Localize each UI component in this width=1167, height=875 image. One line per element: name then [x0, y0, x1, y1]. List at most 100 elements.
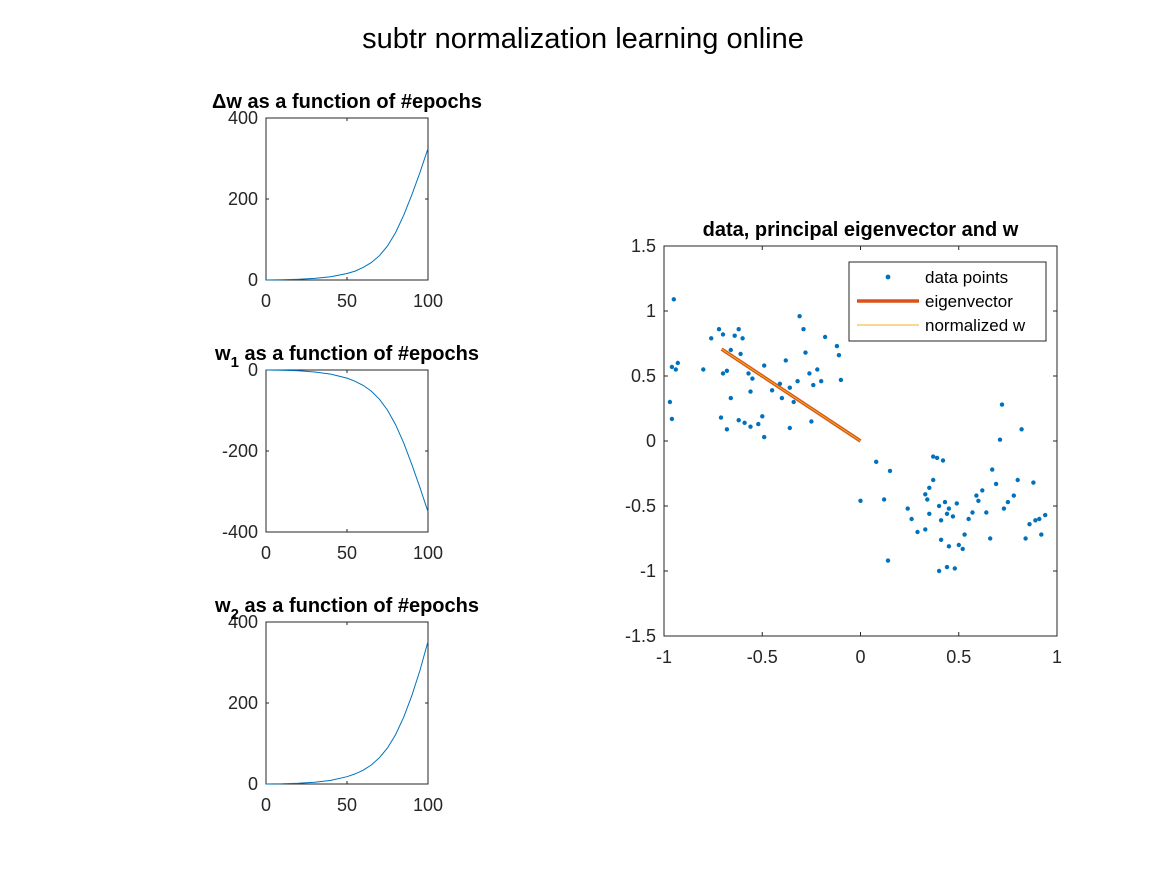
data-point	[1037, 516, 1042, 522]
data-point	[1039, 532, 1044, 537]
legend-label: normalized w	[925, 316, 1026, 335]
data-point	[736, 327, 741, 332]
data-point	[728, 347, 733, 353]
data-point	[980, 488, 985, 493]
data-point	[675, 360, 680, 366]
figure-title: subtr normalization learning online	[362, 23, 804, 55]
data-point	[716, 327, 722, 332]
x-tick-label: 0	[855, 647, 865, 667]
data-point	[923, 492, 928, 497]
data-point	[858, 498, 863, 503]
y-tick-label: 1	[646, 301, 656, 321]
x-tick-label: 0	[261, 291, 271, 311]
data-point	[742, 420, 747, 425]
data-point	[966, 516, 971, 522]
data-point	[909, 516, 914, 522]
data-point	[1031, 480, 1036, 485]
data-point	[970, 510, 975, 515]
data-point	[709, 336, 714, 341]
data-point	[927, 485, 932, 490]
y-tick-label: 0	[248, 360, 258, 380]
y-tick-label: -1.5	[625, 626, 656, 646]
data-point	[962, 532, 967, 537]
data-point	[1027, 522, 1032, 527]
series-line	[265, 641, 429, 785]
y-tick-label: 1.5	[631, 236, 656, 256]
data-point	[1011, 493, 1016, 498]
data-point	[936, 568, 942, 574]
x-tick-label: 0	[261, 543, 271, 563]
data-point	[819, 379, 824, 384]
data-point	[1019, 427, 1024, 432]
title-symbol: w	[214, 595, 231, 617]
data-point	[974, 493, 979, 498]
data-point	[728, 395, 733, 401]
data-point	[993, 481, 999, 487]
y-tick-label: 0	[646, 431, 656, 451]
data-point	[669, 416, 675, 422]
x-tick-label: 50	[337, 543, 357, 563]
title-rest: as a function of #epochs	[242, 91, 482, 113]
y-tick-label: 200	[228, 693, 258, 713]
data-point	[887, 468, 893, 474]
data-point	[881, 497, 887, 502]
data-point	[905, 506, 910, 511]
x-tick-label: 100	[413, 795, 443, 815]
data-point	[956, 542, 961, 548]
data-point	[885, 558, 891, 563]
data-point	[997, 437, 1003, 442]
data-point	[931, 477, 936, 483]
y-tick-label: -200	[222, 441, 258, 461]
data-point	[801, 327, 806, 332]
data-point	[756, 421, 761, 427]
data-point	[938, 537, 944, 542]
data-point	[724, 368, 730, 373]
data-point	[874, 459, 879, 464]
data-point	[783, 358, 788, 363]
data-point	[915, 529, 920, 535]
axes-box	[265, 117, 429, 281]
data-point	[836, 353, 842, 358]
y-tick-label: 0.5	[631, 366, 656, 386]
data-point	[999, 402, 1005, 407]
subplot-title: Δw as a function of #epochs	[212, 91, 482, 113]
data-point	[779, 395, 785, 401]
data-point	[990, 467, 995, 472]
data-point	[1043, 512, 1048, 518]
data-point	[769, 388, 775, 393]
title-symbol: w	[214, 343, 231, 365]
subplot-title: w1 as a function of #epochs	[214, 343, 479, 371]
y-tick-label: -1	[640, 561, 656, 581]
data-point	[1033, 518, 1038, 523]
x-tick-label: 100	[413, 543, 443, 563]
data-point	[954, 501, 959, 506]
data-point	[960, 546, 965, 552]
series-line	[265, 148, 429, 281]
data-point	[669, 364, 675, 370]
data-point	[762, 363, 767, 368]
y-tick-label: 400	[228, 612, 258, 632]
data-point	[942, 499, 948, 505]
data-point	[746, 371, 751, 376]
normalized-w-line	[721, 348, 861, 442]
data-point	[673, 367, 678, 372]
data-point	[950, 514, 956, 519]
data-point	[936, 503, 942, 509]
data-point	[671, 297, 676, 302]
data-point	[923, 527, 928, 532]
title-rest: as a function of #epochs	[239, 595, 479, 617]
legend-label: data points	[925, 268, 1008, 287]
series-line	[265, 369, 429, 512]
data-point	[1005, 499, 1011, 505]
data-point	[740, 336, 745, 341]
data-point	[940, 458, 946, 463]
data-point	[976, 498, 981, 503]
data-point	[667, 399, 673, 405]
title-subscript: 2	[231, 606, 239, 623]
data-point	[720, 371, 726, 376]
data-point	[1015, 477, 1020, 483]
data-point	[720, 332, 726, 337]
